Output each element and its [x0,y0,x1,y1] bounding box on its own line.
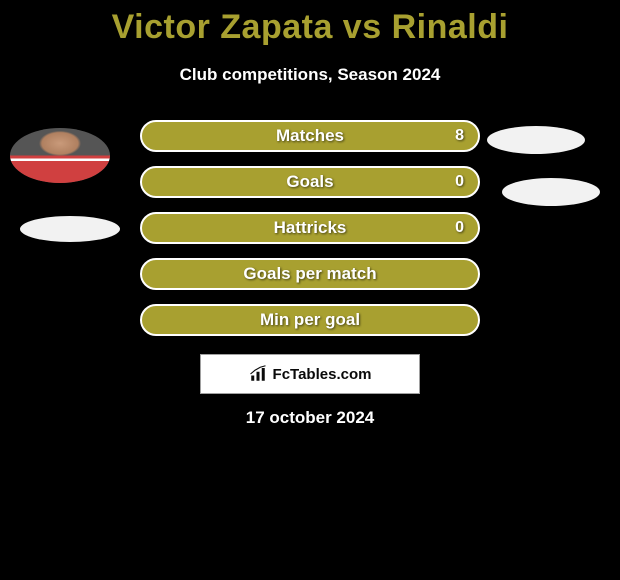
stat-bar-min-per-goal: Min per goal [140,304,480,336]
stat-label: Min per goal [260,310,360,330]
stat-bars: Matches 8 Goals 0 Hattricks 0 Goals per … [140,120,480,350]
brand-label: FcTables.com [273,366,372,383]
stat-bar-matches: Matches 8 [140,120,480,152]
page-subtitle: Club competitions, Season 2024 [0,65,620,85]
stat-label: Hattricks [274,218,347,238]
player-left-pill [20,216,120,242]
stat-bar-goals-per-match: Goals per match [140,258,480,290]
chart-icon [249,365,267,383]
brand-box: FcTables.com [200,354,420,394]
stat-label: Goals per match [243,264,376,284]
date-label: 17 october 2024 [0,408,620,428]
infographic-container: Victor Zapata vs Rinaldi Club competitio… [0,0,620,580]
player-right-pill-1 [487,126,585,154]
stat-label: Goals [286,172,333,192]
stat-bar-goals: Goals 0 [140,166,480,198]
stat-value: 0 [455,219,464,237]
page-title: Victor Zapata vs Rinaldi [0,0,620,47]
stat-value: 8 [455,127,464,145]
stat-value: 0 [455,173,464,191]
stat-bar-hattricks: Hattricks 0 [140,212,480,244]
player-right-pill-2 [502,178,600,206]
player-left-avatar [10,128,110,183]
stat-label: Matches [276,126,344,146]
